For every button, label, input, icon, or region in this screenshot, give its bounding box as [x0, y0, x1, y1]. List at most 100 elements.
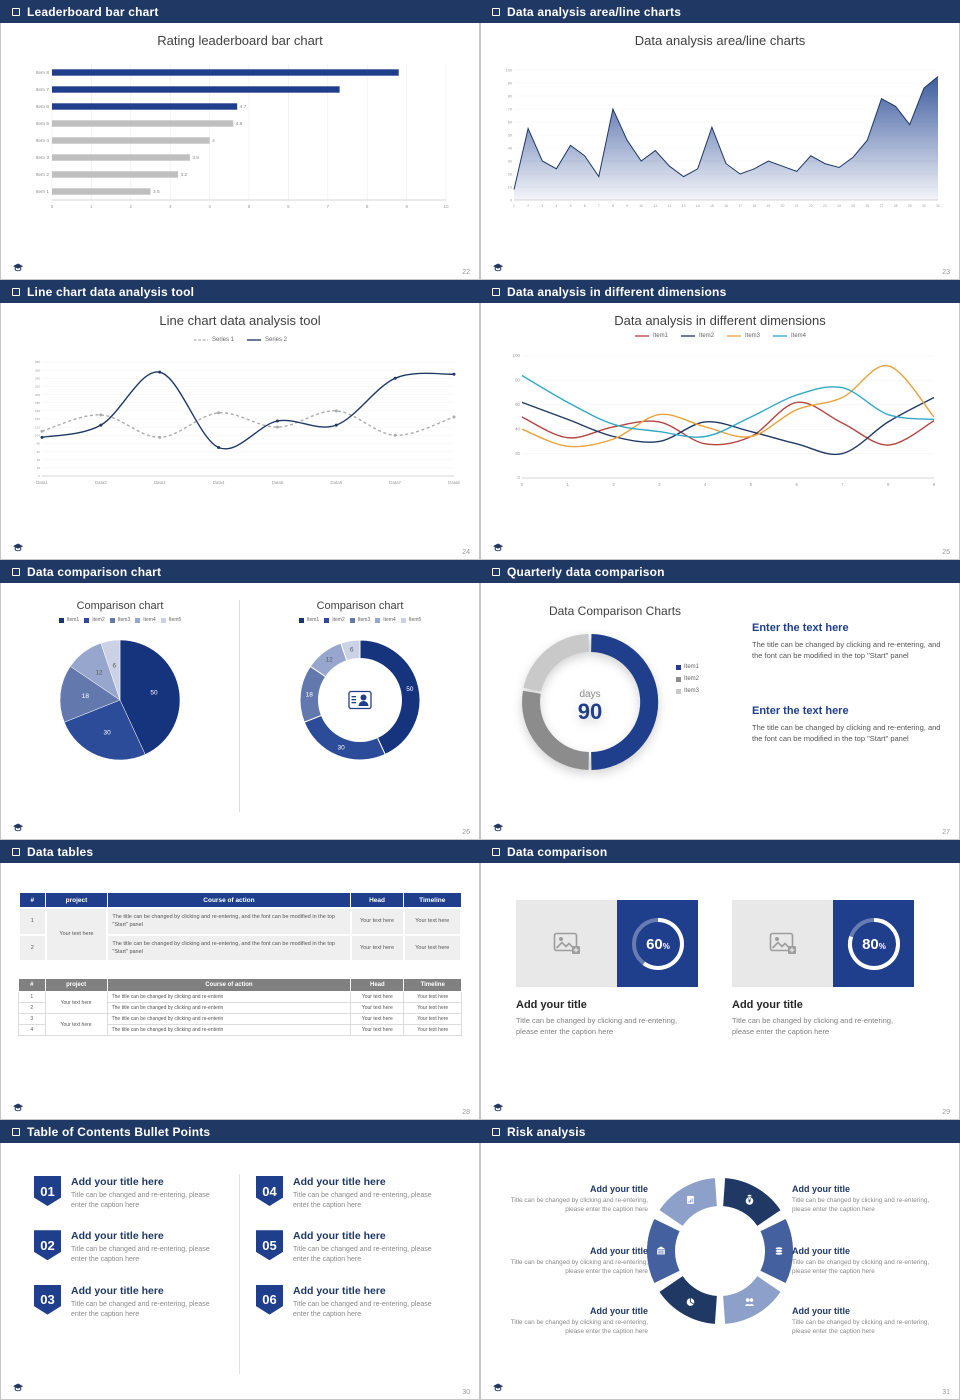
risk-wheel-diagram: ¥	[645, 1176, 795, 1326]
table-header-cell: Timeline	[403, 892, 462, 909]
svg-text:100: 100	[506, 68, 512, 72]
slide-data-comparison-cards[interactable]: Data comparison 60% Add your title	[480, 840, 960, 1120]
svg-text:3: 3	[169, 204, 172, 209]
svg-text:Data4: Data4	[213, 480, 225, 485]
svg-text:5: 5	[248, 204, 251, 209]
chart-title: Rating leaderboard bar chart	[157, 33, 323, 48]
chart-title: Line chart data analysis tool	[159, 313, 321, 328]
toc-item: 01 Add your title here Title can be chang…	[34, 1176, 226, 1211]
deck-logo-icon	[12, 262, 24, 274]
legend-marker	[135, 617, 141, 623]
risk-caption: Title can be changed by clicking and re-…	[792, 1259, 930, 1275]
slide-risk-analysis[interactable]: Risk analysis ¥ Add your title Title can…	[480, 1120, 960, 1400]
svg-text:6: 6	[350, 647, 354, 654]
svg-text:0: 0	[38, 474, 40, 478]
slide-line-chart-tool[interactable]: Line chart data analysis tool Line chart…	[0, 280, 480, 560]
svg-text:4.7: 4.7	[240, 104, 247, 110]
table-cell: The title can be changed by clicking and…	[106, 907, 352, 936]
svg-text:100: 100	[513, 353, 521, 358]
svg-text:6: 6	[584, 204, 586, 208]
deck-logo-icon	[12, 1102, 24, 1114]
svg-text:3: 3	[658, 482, 661, 487]
toc-caption: Title can be changed and re-entering, pl…	[71, 1300, 210, 1318]
svg-text:200: 200	[35, 393, 40, 397]
data-table-blue: # project Course of action Head Timeline…	[18, 892, 463, 962]
svg-text:12: 12	[326, 656, 334, 663]
card-caption: Title can be changed by clicking and re-…	[732, 1016, 894, 1036]
svg-text:29: 29	[908, 204, 912, 208]
pie-title: Comparison chart	[316, 600, 404, 612]
book-square-icon	[12, 7, 20, 16]
table-row: 3 Your text here The title can be change…	[18, 1013, 462, 1036]
book-square-icon	[492, 1127, 500, 1136]
panel-divider	[239, 600, 240, 812]
svg-text:27: 27	[880, 204, 884, 208]
slide-data-tables[interactable]: Data tables # project Course of action H…	[0, 840, 480, 1120]
legend-marker	[160, 617, 166, 623]
svg-text:20: 20	[781, 204, 785, 208]
chart-legend: Item1 Item2 Item3	[676, 664, 699, 694]
toc-caption: Title can be changed and re-entering, pl…	[293, 1192, 432, 1210]
slide-header-title: Data comparison chart	[27, 564, 162, 579]
risk-title: Add your title	[590, 1306, 648, 1316]
svg-text:4: 4	[208, 204, 211, 209]
table-row: 4 The title can be changed by clicking a…	[18, 1024, 462, 1036]
svg-text:Data3: Data3	[154, 480, 166, 485]
svg-text:days: days	[579, 689, 600, 700]
block-body: The title can be changed by clicking and…	[752, 640, 941, 661]
svg-text:4: 4	[555, 204, 557, 208]
book-square-icon	[492, 287, 500, 296]
block-body: The title can be changed by clicking and…	[752, 723, 941, 744]
toc-number-badge: 03	[34, 1284, 61, 1315]
text-block: Enter the text here The title can be cha…	[752, 622, 944, 662]
svg-text:1: 1	[90, 204, 93, 209]
svg-text:60%: 60%	[646, 936, 670, 953]
table-cell: 1	[18, 907, 47, 936]
svg-text:80: 80	[37, 442, 41, 446]
slide-area-line-charts[interactable]: Data analysis area/line charts Data anal…	[480, 0, 960, 280]
svg-text:0: 0	[518, 475, 521, 480]
card-title: Add your title	[732, 999, 803, 1011]
slide-header: Line chart data analysis tool	[0, 280, 480, 303]
page-number: 27	[942, 829, 950, 836]
page-number: 29	[942, 1109, 950, 1116]
slide-dimensions-line-chart[interactable]: Data analysis in different dimensions Da…	[480, 280, 960, 560]
svg-text:30: 30	[508, 159, 512, 163]
slide-quarterly-comparison[interactable]: Quarterly data comparison Data Compariso…	[480, 560, 960, 840]
toc-number-badge: 06	[256, 1284, 283, 1315]
svg-text:Data1: Data1	[36, 480, 48, 485]
svg-text:1: 1	[567, 482, 570, 487]
legend-marker	[676, 688, 681, 694]
page-number: 25	[942, 549, 950, 556]
svg-text:30: 30	[104, 729, 112, 736]
pie-title: Comparison chart	[76, 600, 164, 612]
risk-title: Add your title	[590, 1246, 648, 1256]
svg-text:6: 6	[287, 204, 290, 209]
legend-item: Item2	[84, 617, 105, 623]
svg-text:60: 60	[508, 120, 512, 124]
table-header-cell: Head	[349, 892, 405, 909]
svg-text:7: 7	[327, 204, 330, 209]
slide-leaderboard-bar-chart[interactable]: Leaderboard bar chart Rating leaderboard…	[0, 0, 480, 280]
toc-title: Add your title here	[293, 1176, 386, 1188]
svg-text:50: 50	[406, 686, 414, 693]
slide-header-title: Data tables	[27, 844, 94, 859]
table-cell: 1	[18, 991, 46, 1003]
svg-text:3: 3	[541, 204, 543, 208]
svg-text:26: 26	[865, 204, 869, 208]
slide-toc-bullet-points[interactable]: Table of Contents Bullet Points 01 Add y…	[0, 1120, 480, 1400]
toc-title: Add your title here	[293, 1230, 386, 1243]
toc-caption: Title can be changed and re-entering, pl…	[71, 1192, 210, 1210]
svg-text:50: 50	[150, 690, 158, 697]
card-caption: Title can be changed by clicking and re-…	[516, 1016, 678, 1036]
slide-data-comparison-chart[interactable]: Data comparison chart Comparison chart C…	[0, 560, 480, 840]
svg-text:4: 4	[212, 138, 215, 144]
svg-text:180: 180	[35, 401, 40, 405]
svg-text:17: 17	[738, 204, 742, 208]
table-cell: The title can be changed by clicking and…	[106, 1002, 352, 1014]
legend-item: Series 2	[246, 337, 288, 343]
book-square-icon	[492, 7, 500, 16]
deck-logo-icon	[12, 1382, 24, 1394]
toc-caption: Title can be changed and re-entering, pl…	[293, 1246, 432, 1264]
svg-text:1: 1	[513, 204, 515, 208]
